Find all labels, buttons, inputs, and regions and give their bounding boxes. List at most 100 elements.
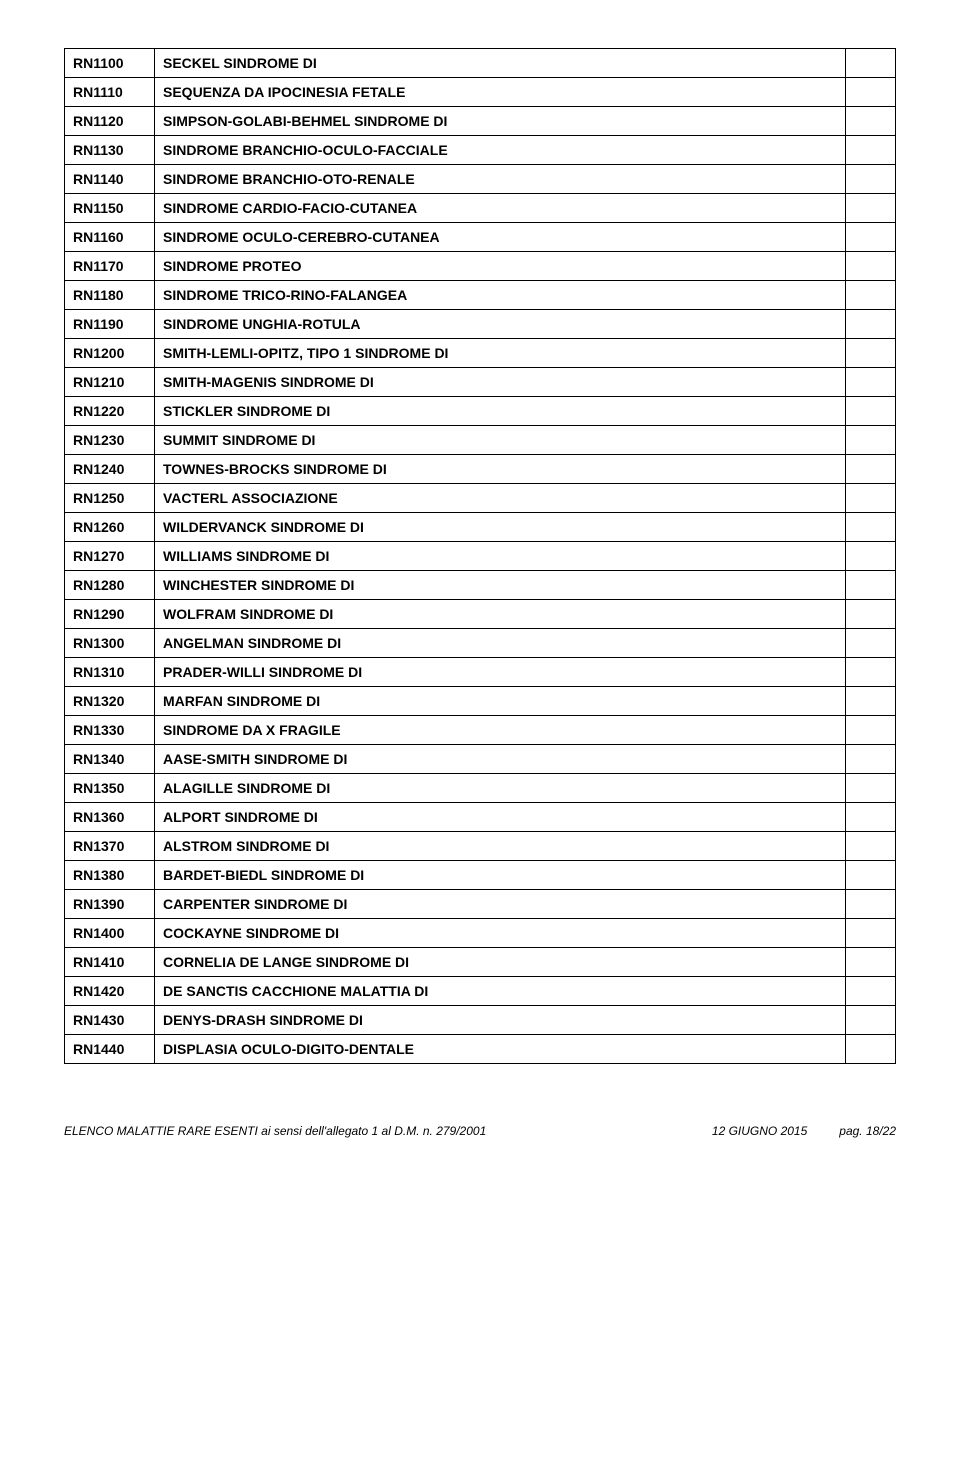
table-row: RN1440DISPLASIA OCULO-DIGITO-DENTALE xyxy=(65,1035,896,1064)
table-row: RN1210SMITH-MAGENIS SINDROME DI xyxy=(65,368,896,397)
desc-cell: SINDROME BRANCHIO-OCULO-FACCIALE xyxy=(155,136,846,165)
empty-cell xyxy=(846,687,896,716)
table-row: RN1380BARDET-BIEDL SINDROME DI xyxy=(65,861,896,890)
empty-cell xyxy=(846,397,896,426)
table-row: RN1170SINDROME PROTEO xyxy=(65,252,896,281)
code-cell: RN1300 xyxy=(65,629,155,658)
code-cell: RN1220 xyxy=(65,397,155,426)
code-cell: RN1440 xyxy=(65,1035,155,1064)
desc-cell: SINDROME PROTEO xyxy=(155,252,846,281)
code-cell: RN1210 xyxy=(65,368,155,397)
code-cell: RN1430 xyxy=(65,1006,155,1035)
desc-cell: ALPORT SINDROME DI xyxy=(155,803,846,832)
page-footer: ELENCO MALATTIE RARE ESENTI ai sensi del… xyxy=(64,1124,896,1138)
desc-cell: BARDET-BIEDL SINDROME DI xyxy=(155,861,846,890)
disease-table: RN1100SECKEL SINDROME DIRN1110SEQUENZA D… xyxy=(64,48,896,1064)
empty-cell xyxy=(846,165,896,194)
empty-cell xyxy=(846,919,896,948)
desc-cell: WOLFRAM SINDROME DI xyxy=(155,600,846,629)
code-cell: RN1100 xyxy=(65,49,155,78)
desc-cell: ALSTROM SINDROME DI xyxy=(155,832,846,861)
desc-cell: SIMPSON-GOLABI-BEHMEL SINDROME DI xyxy=(155,107,846,136)
table-row: RN1250VACTERL ASSOCIAZIONE xyxy=(65,484,896,513)
desc-cell: ANGELMAN SINDROME DI xyxy=(155,629,846,658)
empty-cell xyxy=(846,223,896,252)
table-row: RN1360ALPORT SINDROME DI xyxy=(65,803,896,832)
table-row: RN1120SIMPSON-GOLABI-BEHMEL SINDROME DI xyxy=(65,107,896,136)
code-cell: RN1180 xyxy=(65,281,155,310)
table-row: RN1390CARPENTER SINDROME DI xyxy=(65,890,896,919)
table-row: RN1340AASE-SMITH SINDROME DI xyxy=(65,745,896,774)
desc-cell: SINDROME OCULO-CEREBRO-CUTANEA xyxy=(155,223,846,252)
empty-cell xyxy=(846,78,896,107)
desc-cell: COCKAYNE SINDROME DI xyxy=(155,919,846,948)
desc-cell: SMITH-LEMLI-OPITZ, TIPO 1 SINDROME DI xyxy=(155,339,846,368)
empty-cell xyxy=(846,948,896,977)
table-row: RN1370ALSTROM SINDROME DI xyxy=(65,832,896,861)
table-row: RN1100SECKEL SINDROME DI xyxy=(65,49,896,78)
table-row: RN1240TOWNES-BROCKS SINDROME DI xyxy=(65,455,896,484)
empty-cell xyxy=(846,49,896,78)
desc-cell: WINCHESTER SINDROME DI xyxy=(155,571,846,600)
code-cell: RN1190 xyxy=(65,310,155,339)
footer-date: 12 GIUGNO 2015 xyxy=(712,1124,807,1138)
empty-cell xyxy=(846,310,896,339)
code-cell: RN1230 xyxy=(65,426,155,455)
empty-cell xyxy=(846,832,896,861)
table-row: RN1330SINDROME DA X FRAGILE xyxy=(65,716,896,745)
table-row: RN1130SINDROME BRANCHIO-OCULO-FACCIALE xyxy=(65,136,896,165)
empty-cell xyxy=(846,339,896,368)
code-cell: RN1380 xyxy=(65,861,155,890)
desc-cell: DE SANCTIS CACCHIONE MALATTIA DI xyxy=(155,977,846,1006)
code-cell: RN1420 xyxy=(65,977,155,1006)
table-row: RN1410CORNELIA DE LANGE SINDROME DI xyxy=(65,948,896,977)
desc-cell: TOWNES-BROCKS SINDROME DI xyxy=(155,455,846,484)
code-cell: RN1290 xyxy=(65,600,155,629)
code-cell: RN1260 xyxy=(65,513,155,542)
code-cell: RN1330 xyxy=(65,716,155,745)
code-cell: RN1110 xyxy=(65,78,155,107)
code-cell: RN1140 xyxy=(65,165,155,194)
code-cell: RN1150 xyxy=(65,194,155,223)
desc-cell: CORNELIA DE LANGE SINDROME DI xyxy=(155,948,846,977)
empty-cell xyxy=(846,368,896,397)
empty-cell xyxy=(846,1035,896,1064)
table-row: RN1320MARFAN SINDROME DI xyxy=(65,687,896,716)
desc-cell: AASE-SMITH SINDROME DI xyxy=(155,745,846,774)
code-cell: RN1120 xyxy=(65,107,155,136)
table-row: RN1230SUMMIT SINDROME DI xyxy=(65,426,896,455)
empty-cell xyxy=(846,542,896,571)
table-row: RN1420DE SANCTIS CACCHIONE MALATTIA DI xyxy=(65,977,896,1006)
table-row: RN1260WILDERVANCK SINDROME DI xyxy=(65,513,896,542)
code-cell: RN1310 xyxy=(65,658,155,687)
table-row: RN1290WOLFRAM SINDROME DI xyxy=(65,600,896,629)
footer-left: ELENCO MALATTIE RARE ESENTI ai sensi del… xyxy=(64,1124,486,1138)
table-row: RN1300ANGELMAN SINDROME DI xyxy=(65,629,896,658)
code-cell: RN1410 xyxy=(65,948,155,977)
desc-cell: WILLIAMS SINDROME DI xyxy=(155,542,846,571)
empty-cell xyxy=(846,1006,896,1035)
table-row: RN1400COCKAYNE SINDROME DI xyxy=(65,919,896,948)
empty-cell xyxy=(846,629,896,658)
code-cell: RN1160 xyxy=(65,223,155,252)
desc-cell: SECKEL SINDROME DI xyxy=(155,49,846,78)
code-cell: RN1320 xyxy=(65,687,155,716)
desc-cell: SINDROME DA X FRAGILE xyxy=(155,716,846,745)
code-cell: RN1370 xyxy=(65,832,155,861)
empty-cell xyxy=(846,252,896,281)
empty-cell xyxy=(846,281,896,310)
empty-cell xyxy=(846,861,896,890)
empty-cell xyxy=(846,426,896,455)
table-row: RN1350ALAGILLE SINDROME DI xyxy=(65,774,896,803)
empty-cell xyxy=(846,571,896,600)
desc-cell: VACTERL ASSOCIAZIONE xyxy=(155,484,846,513)
table-row: RN1190SINDROME UNGHIA-ROTULA xyxy=(65,310,896,339)
desc-cell: WILDERVANCK SINDROME DI xyxy=(155,513,846,542)
empty-cell xyxy=(846,455,896,484)
empty-cell xyxy=(846,745,896,774)
empty-cell xyxy=(846,107,896,136)
desc-cell: SMITH-MAGENIS SINDROME DI xyxy=(155,368,846,397)
table-row: RN1110SEQUENZA DA IPOCINESIA FETALE xyxy=(65,78,896,107)
code-cell: RN1170 xyxy=(65,252,155,281)
desc-cell: SINDROME TRICO-RINO-FALANGEA xyxy=(155,281,846,310)
